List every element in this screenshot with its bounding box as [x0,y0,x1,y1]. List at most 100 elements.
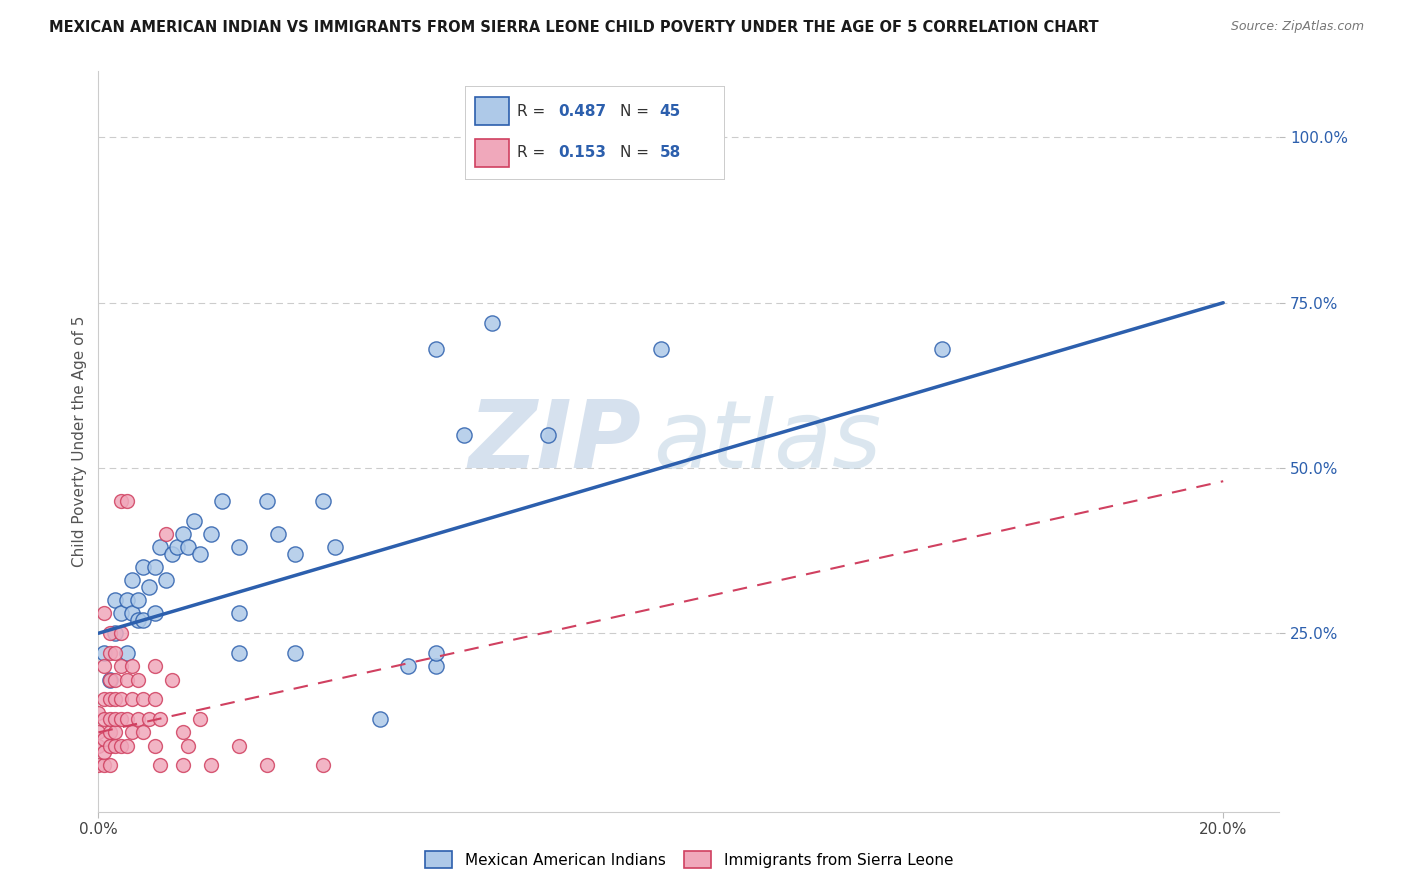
Point [87,739,110,753]
Point [104,692,127,706]
Point [149,758,172,772]
Point [110,626,132,640]
Point [98,725,121,739]
Point [143,560,166,574]
Point [149,541,172,555]
Point [256,758,278,772]
Point [228,646,250,660]
Point [312,494,335,508]
Point [104,646,127,660]
Y-axis label: Child Poverty Under the Age of 5: Child Poverty Under the Age of 5 [72,316,87,567]
Point [177,541,200,555]
Point [931,342,953,356]
Point [211,494,233,508]
Point [110,739,132,753]
Point [177,739,200,753]
Point [127,712,149,726]
Point [143,739,166,753]
Point [110,712,132,726]
Point [98,673,121,687]
Point [143,692,166,706]
Point [127,593,149,607]
Point [110,607,132,621]
Point [104,626,127,640]
Point [104,593,127,607]
Point [115,712,138,726]
Point [132,725,155,739]
Point [121,692,143,706]
Point [312,758,335,772]
Point [121,725,143,739]
Point [93,659,115,673]
Point [104,739,127,753]
Point [228,541,250,555]
Point [453,428,475,442]
Point [93,758,115,772]
Point [228,607,250,621]
Point [104,673,127,687]
Point [267,527,290,541]
Point [481,316,503,330]
Point [228,739,250,753]
Point [98,758,121,772]
Point [284,547,307,561]
Point [93,607,115,621]
Point [200,758,222,772]
Point [87,706,110,720]
Point [127,673,149,687]
Text: ZIP: ZIP [468,395,641,488]
Point [284,646,307,660]
Point [155,527,177,541]
Point [93,731,115,746]
Point [183,514,205,528]
Point [396,659,419,673]
Point [256,494,278,508]
Point [87,725,110,739]
Point [98,739,121,753]
Point [98,626,121,640]
Point [115,646,138,660]
Point [172,527,194,541]
Point [138,712,160,726]
Point [121,574,143,588]
Point [143,659,166,673]
Point [115,739,138,753]
Point [104,712,127,726]
Point [425,646,447,660]
Text: Source: ZipAtlas.com: Source: ZipAtlas.com [1230,20,1364,33]
Point [149,712,172,726]
Point [188,547,211,561]
Point [98,646,121,660]
Point [160,547,183,561]
Point [115,494,138,508]
Point [110,659,132,673]
Point [110,692,132,706]
Point [93,745,115,759]
Point [425,342,447,356]
Point [166,541,188,555]
Point [127,613,149,627]
Point [115,593,138,607]
Point [98,692,121,706]
Point [138,580,160,594]
Point [323,541,346,555]
Point [188,712,211,726]
Point [155,574,177,588]
Point [172,725,194,739]
Point [368,712,391,726]
Point [143,607,166,621]
Text: atlas: atlas [654,396,882,487]
Point [537,428,560,442]
Point [98,712,121,726]
Point [200,527,222,541]
Legend: Mexican American Indians, Immigrants from Sierra Leone: Mexican American Indians, Immigrants fro… [419,845,959,874]
Point [93,712,115,726]
Point [121,607,143,621]
Point [104,725,127,739]
Point [172,758,194,772]
Point [93,646,115,660]
Point [98,673,121,687]
Point [160,673,183,687]
Point [132,560,155,574]
Point [132,692,155,706]
